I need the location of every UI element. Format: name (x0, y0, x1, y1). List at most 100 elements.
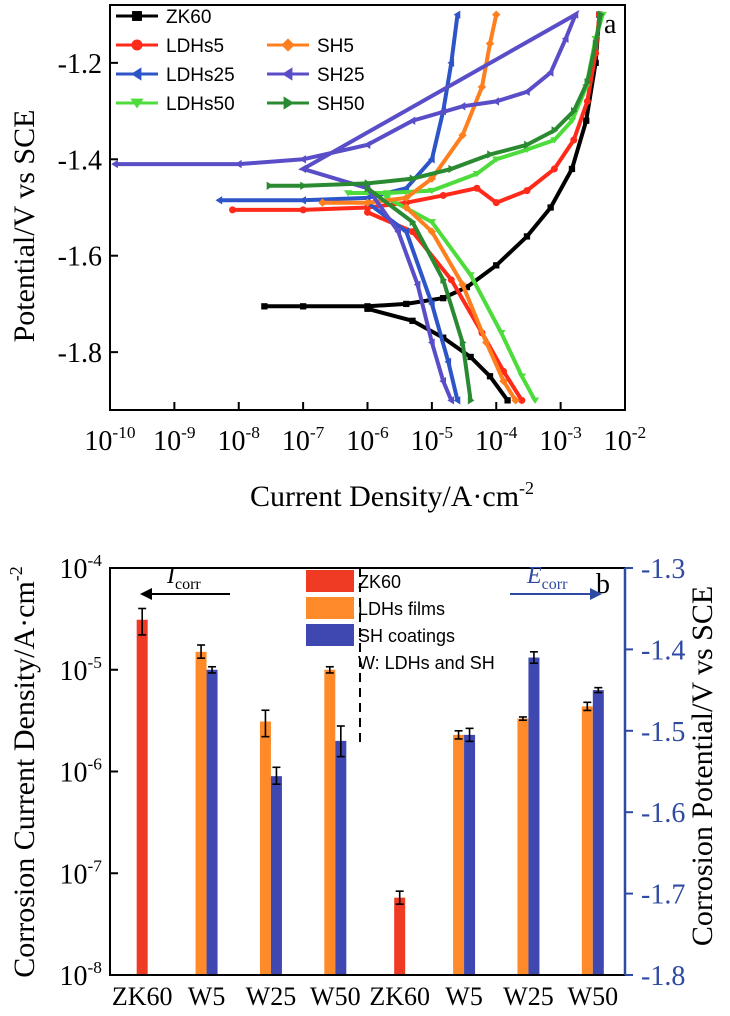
series-sh5-point (492, 10, 501, 19)
series-ldhs50-point (517, 373, 527, 380)
series-sh5 (318, 10, 520, 405)
bar-icorr-w25-sh-coatings (270, 766, 282, 975)
legend-marker (281, 38, 295, 52)
series-sh50-point (364, 184, 372, 193)
series-zk60-point (409, 317, 416, 324)
legend-label: ZK60 (166, 7, 211, 28)
panel-b-left-tick-label: 10-5 (60, 653, 102, 687)
panel-b-right-tick-label: -1.7 (641, 880, 685, 911)
bar-ecorr-w25-ldhs-films (517, 716, 529, 975)
bar-rect (270, 776, 282, 975)
category-label-w50: W50 (568, 982, 619, 1011)
panel-a-legend: ZK60 LDHs5 LDHs25 LDHs50 SH5 SH25 SH50 (116, 7, 365, 115)
panel-a-y-tick-label: -1.2 (58, 49, 102, 80)
series-zk60-point (440, 294, 447, 302)
panel-a-x-ticks: 10-10 10-9 10-8 10-7 10-6 10-5 10-4 10-3 10-2 (84, 402, 646, 457)
series-sh5-point (318, 198, 327, 207)
panel-a-x-tick-label: 10-3 (539, 423, 581, 457)
series-ldhs5-point (408, 228, 416, 236)
series-ldhs25-point (453, 396, 461, 405)
series-ldhs5-point (299, 206, 307, 214)
bar-ecorr-w5-sh-coatings (464, 727, 476, 975)
series-ldhs5-point (518, 396, 526, 404)
series-ldhs5-point (523, 187, 531, 195)
bar-ecorr-zk60-zk60 (394, 890, 406, 975)
series-ldhs25-anodic-line (219, 14, 460, 203)
series-sh50-point (592, 39, 600, 48)
series-sh25-point (299, 164, 306, 174)
category-label-w5: W5 (445, 982, 483, 1011)
series-ldhs50-point (530, 397, 540, 404)
series-sh25-point (299, 155, 306, 164)
series-ldhs25-point (444, 357, 452, 366)
bar-icorr-w5-sh-coatings (206, 665, 218, 975)
series-sh50-point (467, 396, 475, 405)
bar-rect (259, 721, 271, 975)
bar-rect (394, 897, 406, 975)
panel-a-x-tick-label: 10-4 (475, 423, 518, 457)
series-sh25-anodic-line (115, 10, 580, 402)
bar-icorr-w5-ldhs-films (195, 644, 207, 975)
panel-b-left-tick-label: 10-4 (60, 551, 103, 585)
series-sh25-point (234, 159, 242, 169)
series-zk60-point (583, 117, 590, 124)
legend-swatch (306, 570, 354, 592)
series-zk60-point (463, 283, 471, 291)
series-ldhs25-point (402, 227, 410, 236)
bar-rect (592, 690, 604, 975)
series-sh5-point (477, 82, 487, 92)
legend-marker (281, 67, 293, 81)
series-sh5-point (499, 376, 508, 386)
legend-label: LDHs films (358, 599, 445, 619)
category-label-w25: W25 (246, 982, 297, 1011)
series-sh5-point (485, 39, 495, 48)
category-label-zk60: ZK60 (369, 982, 430, 1011)
panel-a-x-axis-label: Current Density/A·cm-2 (250, 478, 534, 513)
icorr-arrowhead (140, 588, 152, 600)
series-ldhs5 (229, 11, 603, 404)
legend-swatch (306, 597, 354, 619)
category-label-w25: W25 (503, 982, 554, 1011)
series-ldhs50-point (472, 170, 482, 178)
panel-a-potentiodynamic-plot: 10-10 10-9 10-8 10-7 10-6 10-5 10-4 10-3 10-2 -1… (8, 4, 646, 513)
panel-b-bar-chart: 10-810-710-610-510-4 -1.3-1.4-1.5-1.6-1.… (6, 551, 719, 1011)
series-zk60-point (523, 233, 531, 240)
series-ldhs5-point (473, 184, 481, 192)
series-sh50-point (266, 181, 274, 191)
series-sh5-point (427, 174, 437, 183)
series-sh50-point (440, 275, 448, 285)
series-ldhs50-point (427, 219, 437, 226)
series-ldhs50-point (343, 190, 353, 197)
legend-item-ldhs-films: LDHs films (306, 597, 445, 619)
series-sh25-point (492, 97, 500, 106)
panel-b-right-tick-label: -1.6 (641, 798, 685, 829)
series-ldhs50-point (427, 187, 437, 195)
series-ldhs50-point (466, 272, 475, 279)
series-sh25-point (561, 34, 569, 43)
panel-b-category-labels: ZK60 W5 W25 W50 ZK60 W5 W25 W50 (112, 982, 618, 1011)
legend-item-zk60: ZK60 (306, 570, 401, 592)
panel-b-left-axis-label: Corrosion Current Density/A·cm-2 (6, 566, 41, 978)
bar-rect (528, 657, 540, 975)
bar-rect (195, 651, 207, 975)
series-sh50-point (459, 338, 467, 347)
legend-item-sh-coatings: SH coatings (306, 624, 455, 646)
legend-item-ldhs25: LDHs25 (116, 65, 235, 86)
series-ldhs25-point (428, 299, 435, 309)
series-ldhs25-point (299, 196, 306, 205)
legend-marker (132, 11, 142, 21)
series-sh50-point (597, 10, 605, 19)
series-sh25-point (413, 280, 421, 289)
panel-b-left-tick-label: 10-7 (60, 856, 103, 890)
series-ldhs5-point (583, 97, 591, 105)
legend-item-zk60: ZK60 (116, 7, 211, 28)
series-ldhs5-point (550, 165, 558, 173)
series-sh50-point (448, 164, 456, 174)
series-ldhs50-point (497, 330, 506, 337)
series-ldhs5-point (439, 191, 447, 199)
legend-marker (130, 98, 144, 109)
series-sh50-point (570, 106, 578, 116)
panel-a-x-tick-label: 10-8 (218, 423, 261, 457)
series-ldhs50-point (550, 137, 559, 144)
category-label-w50: W50 (310, 982, 361, 1011)
